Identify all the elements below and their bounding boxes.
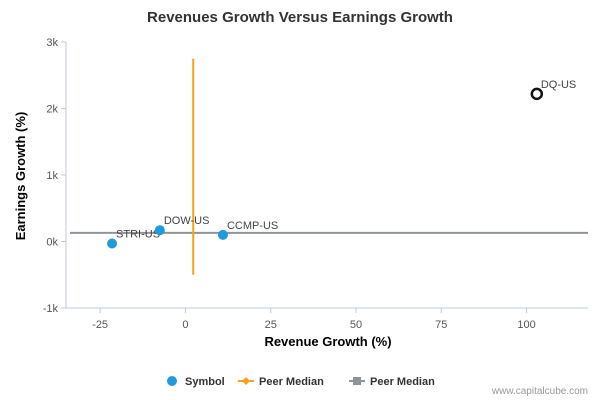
y-tick-label: 0k bbox=[46, 237, 58, 249]
legend-symbol-icon bbox=[167, 376, 177, 386]
legend-item[interactable]: Peer Median bbox=[349, 376, 435, 388]
legend-label: Peer Median bbox=[370, 376, 435, 388]
legend-item[interactable]: Symbol bbox=[167, 376, 225, 388]
data-point bbox=[154, 225, 165, 236]
x-tick-label: 75 bbox=[435, 319, 447, 331]
data-points: STRI-US DOW-US CCMP-US DQ-US bbox=[107, 79, 576, 249]
y-axis-title: Earnings Growth (%) bbox=[13, 112, 28, 241]
peer-median-lines bbox=[70, 58, 588, 275]
y-tick-label: -1k bbox=[43, 303, 59, 315]
data-point-label: STRI-US bbox=[116, 228, 160, 240]
y-tick-label: 3k bbox=[46, 37, 58, 49]
data-point-label: DOW-US bbox=[164, 215, 210, 227]
y-tick-label: 2k bbox=[46, 104, 58, 116]
legend-diamond-icon bbox=[242, 377, 250, 385]
legend-label: Symbol bbox=[185, 376, 225, 388]
chart-title: Revenues Growth Versus Earnings Growth bbox=[147, 9, 453, 26]
data-point bbox=[107, 238, 118, 249]
credit-text: www.capitalcube.com bbox=[491, 386, 588, 397]
legend-square-icon bbox=[353, 377, 361, 385]
data-point-highlight bbox=[530, 87, 544, 101]
data-point bbox=[217, 229, 228, 240]
data-point-label: CCMP-US bbox=[227, 220, 278, 232]
x-tick-label: 25 bbox=[265, 319, 277, 331]
x-axis-title: Revenue Growth (%) bbox=[264, 334, 391, 349]
x-tick-label: 100 bbox=[517, 319, 535, 331]
legend[interactable]: Symbol Peer Median Peer Median bbox=[167, 376, 435, 388]
legend-label: Peer Median bbox=[259, 376, 324, 388]
x-tick-label: 50 bbox=[350, 319, 362, 331]
x-tick-label: -25 bbox=[92, 319, 108, 331]
axes: -1k 0k 1k 2k 3k -25 0 25 50 75 100 bbox=[43, 37, 588, 331]
data-point-label: DQ-US bbox=[541, 79, 576, 91]
x-tick-label: 0 bbox=[182, 319, 188, 331]
legend-item[interactable]: Peer Median bbox=[238, 376, 324, 388]
y-tick-label: 1k bbox=[46, 170, 58, 182]
